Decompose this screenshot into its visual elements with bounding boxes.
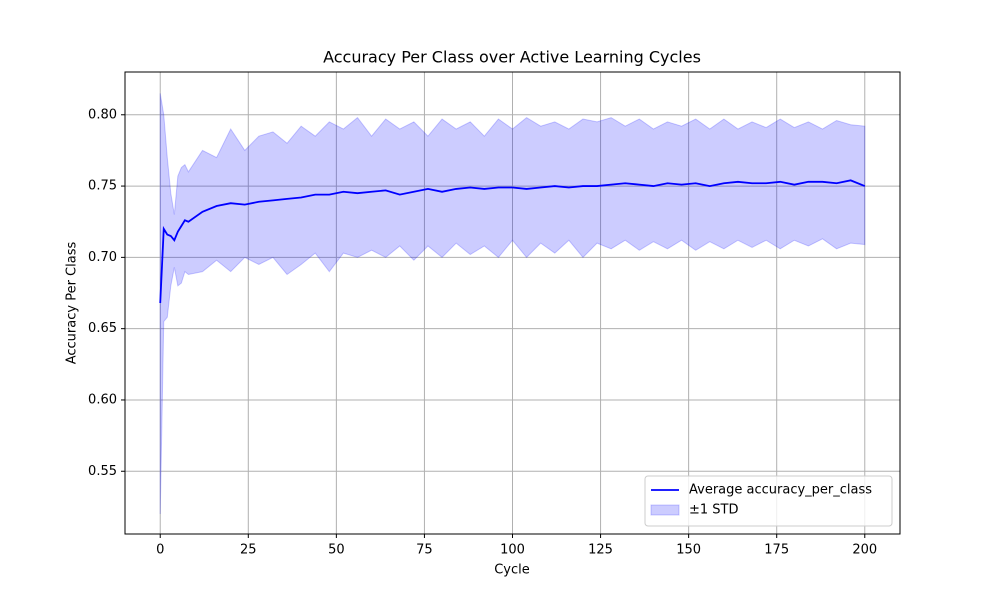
legend-label: ±1 STD <box>689 503 739 518</box>
x-tick-label: 50 <box>328 543 345 558</box>
x-tick-label: 0 <box>156 543 164 558</box>
x-tick-label: 25 <box>240 543 257 558</box>
legend-label: Average accuracy_per_class <box>689 483 872 498</box>
y-tick-label: 0.70 <box>88 250 117 265</box>
legend-swatch <box>650 504 680 516</box>
y-tick-label: 0.75 <box>88 179 117 194</box>
y-tick-label: 0.60 <box>88 392 117 407</box>
y-tick-label: 0.65 <box>88 321 117 336</box>
x-tick-label: 200 <box>852 543 877 558</box>
x-axis-label: Cycle <box>494 563 530 578</box>
chart-title: Accuracy Per Class over Active Learning … <box>323 48 701 67</box>
x-tick-label: 150 <box>676 543 701 558</box>
std-band <box>159 93 866 515</box>
legend-box <box>644 475 893 527</box>
x-tick-label: 125 <box>588 543 613 558</box>
x-tick-label: 75 <box>416 543 433 558</box>
y-tick-label: 0.80 <box>88 107 117 122</box>
y-tick-label: 0.55 <box>88 464 117 479</box>
x-tick-label: 100 <box>500 543 525 558</box>
x-tick-label: 175 <box>764 543 789 558</box>
plot-frame <box>124 71 901 535</box>
y-axis-label: Accuracy Per Class <box>65 242 80 365</box>
line <box>159 179 866 304</box>
